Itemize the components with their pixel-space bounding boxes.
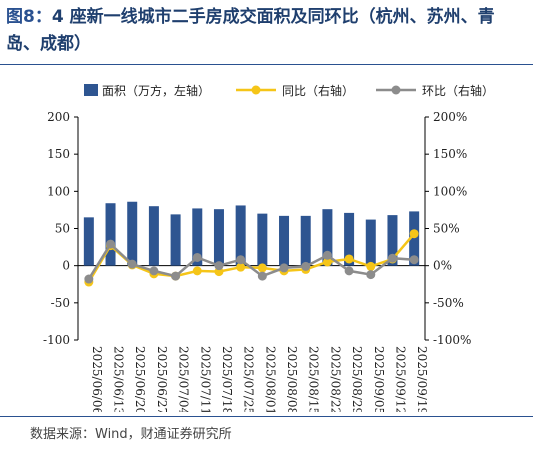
mom-point — [279, 263, 289, 273]
area-bar — [83, 217, 94, 266]
mom-point — [409, 255, 419, 265]
x-tick-label: 2025/06/20 — [133, 346, 147, 412]
mom-point — [171, 271, 181, 281]
x-tick-label: 2025/06/27 — [155, 346, 169, 412]
figure-title-text: 4 座新一线城市二手房成交面积及同环比（杭州、苏州、青岛、成都） — [6, 7, 495, 54]
x-tick-label: 2025/09/19 — [415, 346, 429, 412]
mom-point — [127, 259, 137, 269]
mom-point — [84, 274, 94, 284]
legend-mom-label: 环比（右轴） — [422, 83, 494, 98]
area-bar — [235, 205, 246, 266]
y-right-tick-label: 50% — [433, 222, 460, 236]
chart-legend: 面积（万方，左轴） 同比（右轴） 环比（右轴） — [84, 83, 494, 98]
legend-bar-label: 面积（万方，左轴） — [102, 83, 210, 98]
top-rule — [0, 64, 533, 65]
y-left-tick-label: 150 — [47, 147, 70, 161]
x-tick-label: 2025/06/06 — [90, 346, 104, 412]
yoy-point — [409, 229, 419, 239]
chart-axes: -100 -100% -50 -50% 0 0% 50 50% 100 100% 150 150% 20… — [43, 110, 471, 347]
bottom-rule — [0, 416, 533, 417]
area-bar — [344, 212, 355, 266]
x-tick-label: 2025/07/11 — [198, 346, 212, 412]
y-left-tick-label: 50 — [55, 222, 70, 236]
yoy-point — [322, 257, 332, 267]
mom-point — [257, 271, 267, 281]
x-tick-label: 2025/08/01 — [263, 346, 277, 412]
legend-bar-swatch — [84, 84, 98, 96]
area-bar — [409, 211, 420, 266]
legend-yoy-marker — [251, 85, 261, 95]
mom-point — [214, 261, 224, 271]
mom-point — [149, 266, 159, 276]
area-bar — [279, 215, 290, 266]
y-right-tick-label: -100% — [433, 333, 471, 347]
mom-point — [366, 270, 376, 280]
figure-label: 图8： — [6, 7, 52, 27]
area-bar — [192, 208, 203, 266]
mom-point — [344, 266, 354, 276]
line-series — [84, 229, 419, 287]
y-left-tick-label: 200 — [47, 110, 70, 124]
mom-point — [106, 239, 116, 249]
x-tick-label: 2025/07/04 — [177, 346, 191, 412]
mom-point — [387, 253, 397, 263]
area-bar — [213, 209, 224, 266]
mom-point — [301, 261, 311, 271]
y-right-tick-label: 0% — [433, 259, 452, 273]
x-tick-label: 2025/07/18 — [220, 346, 234, 412]
legend-yoy-label: 同比（右轴） — [282, 83, 354, 98]
combo-chart: 面积（万方，左轴） 同比（右轴） 环比（右轴） -100 -100% -50 -50% 0 0… — [43, 83, 494, 412]
area-bar — [148, 206, 159, 266]
y-right-tick-label: -50% — [433, 296, 464, 310]
yoy-point — [236, 262, 246, 272]
mom-point — [322, 250, 332, 260]
area-bar — [170, 214, 181, 266]
y-left-tick-label: -100 — [43, 333, 70, 347]
y-right-tick-label: 100% — [433, 184, 467, 198]
area-bar — [300, 215, 311, 266]
mom-line — [87, 242, 415, 280]
area-bar — [257, 213, 268, 266]
mom-point — [236, 255, 246, 265]
x-tick-label: 2025/08/08 — [285, 346, 299, 412]
mom-point — [192, 252, 202, 262]
x-tick-label: 2025/08/15 — [307, 346, 321, 412]
x-tick-label: 2025/08/22 — [328, 346, 342, 412]
yoy-point — [366, 261, 376, 271]
x-axis-labels: 2025/06/06 2025/06/13 2025/06/20 2025/06/27… — [90, 346, 429, 412]
y-left-tick-label: 100 — [47, 184, 70, 198]
yoy-point — [192, 266, 202, 276]
figure-title: 图8：4 座新一线城市二手房成交面积及同环比（杭州、苏州、青岛、成都） — [6, 4, 528, 58]
bar-series — [83, 201, 420, 266]
yoy-point — [257, 263, 267, 273]
x-tick-label: 2025/09/05 — [372, 346, 386, 412]
x-tick-label: 2025/06/13 — [112, 346, 126, 412]
x-tick-label: 2025/07/25 — [242, 346, 256, 412]
y-left-tick-label: 0 — [62, 259, 70, 273]
area-bar — [365, 219, 376, 266]
y-left-tick-label: -50 — [51, 296, 70, 310]
yoy-point — [344, 254, 354, 264]
y-right-tick-label: 150% — [433, 147, 467, 161]
x-tick-label: 2025/09/12 — [393, 346, 407, 412]
legend-mom-marker — [391, 85, 401, 95]
source-note: 数据来源：Wind，财通证券研究所 — [30, 427, 232, 442]
x-tick-label: 2025/08/29 — [350, 346, 364, 412]
area-bar — [105, 203, 116, 266]
area-bar — [322, 209, 333, 266]
y-right-tick-label: 200% — [433, 110, 467, 124]
area-bar — [127, 201, 138, 266]
area-bar — [387, 215, 398, 266]
